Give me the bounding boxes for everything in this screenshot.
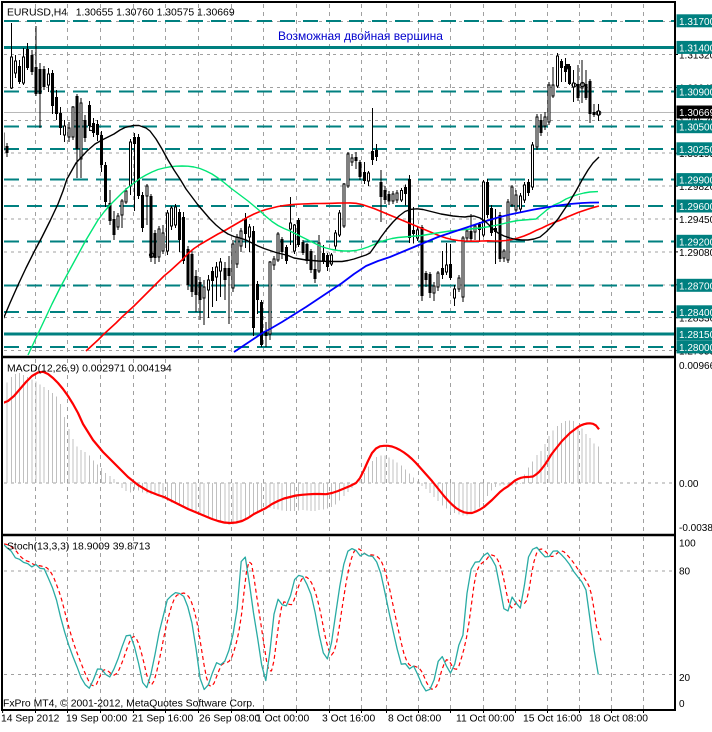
svg-text:3 Oct 16:00: 3 Oct 16:00 bbox=[322, 714, 376, 725]
svg-text:0.00966: 0.00966 bbox=[679, 361, 712, 372]
svg-text:1.29080: 1.29080 bbox=[679, 248, 712, 259]
svg-text:1.28150: 1.28150 bbox=[679, 330, 712, 341]
svg-text:11 Oct 00:00: 11 Oct 00:00 bbox=[456, 714, 514, 725]
svg-text:18 Oct 08:00: 18 Oct 08:00 bbox=[589, 714, 648, 725]
svg-text:1.30669: 1.30669 bbox=[679, 108, 712, 119]
svg-text:1.29450: 1.29450 bbox=[679, 215, 712, 226]
svg-text:1.28700: 1.28700 bbox=[679, 281, 712, 292]
svg-text:1.30500: 1.30500 bbox=[679, 123, 712, 134]
svg-text:1.31400: 1.31400 bbox=[679, 43, 712, 54]
svg-text:0.00: 0.00 bbox=[679, 479, 699, 490]
svg-text:Stoch(13,3,3) 18.9009 39.8713: Stoch(13,3,3) 18.9009 39.8713 bbox=[7, 542, 150, 553]
svg-text:1.30250: 1.30250 bbox=[679, 145, 712, 156]
svg-text:26 Sep 08:00: 26 Sep 08:00 bbox=[199, 714, 261, 725]
svg-text:Возможная двойная вершина: Возможная двойная вершина bbox=[278, 29, 443, 43]
svg-text:1.28000: 1.28000 bbox=[679, 343, 712, 354]
svg-text:14 Sep 2012: 14 Sep 2012 bbox=[1, 714, 60, 725]
svg-text:1.28400: 1.28400 bbox=[679, 308, 712, 319]
svg-text:19 Sep 00:00: 19 Sep 00:00 bbox=[66, 714, 128, 725]
svg-text:0: 0 bbox=[679, 699, 685, 710]
svg-text:FxPro MT4, © 2001-2012, MetaQu: FxPro MT4, © 2001-2012, MetaQuotes Softw… bbox=[3, 699, 255, 710]
svg-text:1 Oct 00:00: 1 Oct 00:00 bbox=[256, 714, 310, 725]
svg-text:15 Oct 16:00: 15 Oct 16:00 bbox=[523, 714, 582, 725]
svg-text:1.29600: 1.29600 bbox=[679, 202, 712, 213]
svg-text:8 Oct 08:00: 8 Oct 08:00 bbox=[388, 714, 442, 725]
svg-text:-0.00387: -0.00387 bbox=[679, 523, 712, 534]
svg-text:100: 100 bbox=[679, 539, 696, 550]
svg-text:21 Sep 16:00: 21 Sep 16:00 bbox=[132, 714, 194, 725]
svg-text:1.29900: 1.29900 bbox=[679, 176, 712, 187]
svg-text:EURUSD,H4 1.30655 1.30760 1.: EURUSD,H4 1.30655 1.30760 1.30575 1.3066… bbox=[7, 8, 235, 19]
svg-text:1.30900: 1.30900 bbox=[679, 88, 712, 99]
svg-text:MACD(12,26,9) 0.002971 0.00419: MACD(12,26,9) 0.002971 0.004194 bbox=[7, 364, 172, 375]
svg-text:80: 80 bbox=[679, 567, 691, 578]
svg-text:1.29200: 1.29200 bbox=[679, 237, 712, 248]
svg-text:20: 20 bbox=[679, 673, 691, 684]
svg-text:1.31700: 1.31700 bbox=[679, 17, 712, 28]
